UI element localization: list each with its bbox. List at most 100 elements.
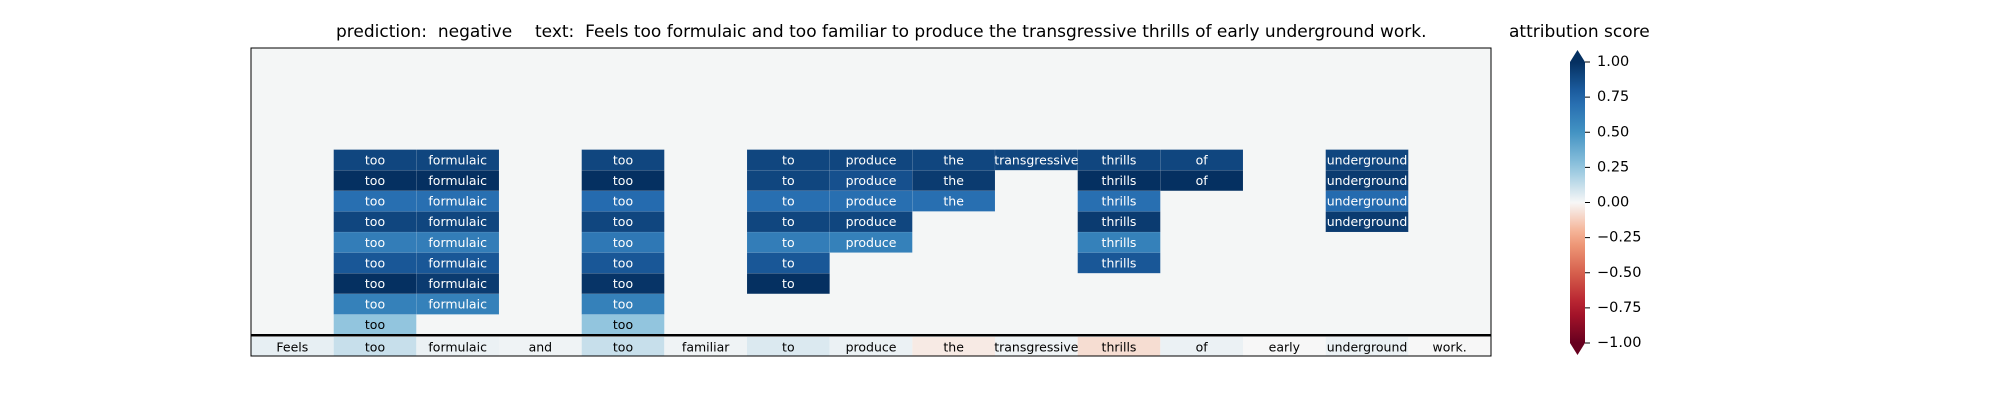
baseline-frame (250, 335, 1492, 357)
heatmap-cell-label: to (782, 152, 795, 167)
heatmap-cell-label: underground (1327, 173, 1408, 188)
heatmap-cell-label: produce (846, 214, 897, 229)
colorbar-tick-label: 0.75 (1597, 89, 1629, 105)
heatmap-cell-label: too (365, 276, 385, 291)
heatmap-cell (581, 149, 665, 171)
heatmap-cell-label: too (365, 152, 385, 167)
baseline-cell (829, 337, 913, 356)
baseline-cell (1408, 337, 1491, 356)
heatmap-cell-label: produce (846, 173, 897, 188)
heatmap-cell-label: too (613, 317, 633, 332)
heatmap-cell-label: too (365, 317, 385, 332)
heatmap-cell-label: produce (846, 152, 897, 167)
heatmap-cell-label: thrills (1102, 194, 1137, 209)
heatmap-cell-label: thrills (1102, 235, 1137, 250)
baseline-cell (1077, 337, 1161, 356)
colorbar-tick-label: −0.75 (1597, 300, 1641, 316)
baseline-cell (1325, 337, 1409, 356)
baseline-token-label: too (613, 340, 633, 355)
heatmap-cell-label: to (782, 173, 795, 188)
heatmap-cell-label: to (782, 194, 795, 209)
baseline-token-label: and (529, 340, 553, 355)
heatmap-cell-label: too (365, 255, 385, 270)
heatmap-cell-label: underground (1327, 214, 1408, 229)
baseline-token-label: thrills (1102, 340, 1137, 355)
heatmap-cell-label: to (782, 276, 795, 291)
prediction-value: negative (437, 22, 513, 42)
baseline-cell (1160, 337, 1243, 356)
baseline-token-label: Feels (276, 340, 308, 355)
heatmap-cell-label: formulaic (428, 235, 487, 250)
baseline-token-label: underground (1327, 340, 1408, 355)
heatmap-cell-label: thrills (1102, 214, 1137, 229)
heatmap-cell-label: formulaic (428, 255, 487, 270)
heatmap-cell-label: transgressive (994, 152, 1079, 167)
baseline-token-label: to (782, 340, 795, 355)
heatmap-cell-label: to (782, 235, 795, 250)
colorbar-tick-label: −0.25 (1597, 230, 1641, 246)
heatmap-cell (1160, 149, 1244, 171)
baseline-token-label: too (365, 340, 385, 355)
baseline-token-label: familiar (682, 340, 730, 355)
baseline-cell (499, 337, 582, 356)
heatmap-cell-label: the (943, 173, 964, 188)
heatmap-cell-label: thrills (1102, 255, 1137, 270)
heatmap-cell-label: too (613, 152, 633, 167)
heatmap-cell (1077, 149, 1161, 171)
colorbar (1570, 62, 1585, 343)
text-value: Feels too formulaic and too familiar to … (585, 22, 1427, 42)
baseline-token-label: of (1196, 340, 1209, 355)
text-label: text: (535, 22, 575, 42)
colorbar-tick-label: 0.50 (1597, 124, 1629, 140)
baseline-cell (581, 337, 665, 356)
baseline-cell (251, 337, 334, 356)
heatmap-cell-label: produce (846, 235, 897, 250)
heatmap-cell-label: underground (1327, 194, 1408, 209)
heatmap-cell-label: too (365, 173, 385, 188)
heatmap-cell-label: too (613, 173, 633, 188)
colorbar-tick-label: −1.00 (1597, 335, 1641, 351)
heatmap-cell-label: formulaic (428, 173, 487, 188)
baseline-token-label: produce (846, 340, 897, 355)
heatmap-cell-label: to (782, 214, 795, 229)
heatmap-cell-label: the (943, 194, 964, 209)
colorbar-extend-bottom (1570, 343, 1585, 355)
heatmap-cell-label: formulaic (428, 194, 487, 209)
baseline-cell (912, 337, 995, 356)
colorbar-title: attribution score (1509, 22, 1650, 42)
heatmap-cell-label: the (943, 152, 964, 167)
text-title: text: Feels too formulaic and too famili… (535, 22, 1427, 42)
prediction-title: prediction: negative (336, 22, 512, 42)
baseline-cell (664, 337, 747, 356)
colorbar-extend-top (1570, 50, 1585, 62)
heatmap-cell-label: underground (1327, 152, 1408, 167)
baseline-token-label: work. (1433, 340, 1467, 355)
heatmap-cell-label: of (1196, 173, 1209, 188)
colorbar-tick-label: 1.00 (1597, 54, 1629, 70)
heatmap-cell-label: to (782, 255, 795, 270)
heatmap-cell (416, 149, 500, 171)
baseline-token-label: early (1269, 340, 1301, 355)
heatmap-cell-label: formulaic (428, 214, 487, 229)
heatmap-cell-label: thrills (1102, 152, 1137, 167)
heatmap-cell-label: thrills (1102, 173, 1137, 188)
heatmap-cell-label: too (613, 297, 633, 312)
heatmap-cell-label: too (613, 194, 633, 209)
heatmap-cell-label: too (365, 194, 385, 209)
heatmap-cell-label: too (613, 276, 633, 291)
heatmap-cell-label: produce (846, 194, 897, 209)
heatmap-cell-label: too (365, 214, 385, 229)
baseline-cell (1243, 337, 1326, 356)
heatmap-cell-label: too (613, 235, 633, 250)
heatmap-cell-label: too (365, 297, 385, 312)
baseline-token-label: formulaic (428, 340, 487, 355)
colorbar-tick-label: 0.25 (1597, 159, 1629, 175)
heatmap-cell-label: formulaic (428, 297, 487, 312)
heatmap-cell-label: of (1196, 152, 1209, 167)
baseline-token-label: the (943, 340, 964, 355)
heatmap-cell-label: too (613, 255, 633, 270)
baseline-cell (333, 337, 417, 356)
prediction-label: prediction: (336, 22, 428, 42)
heatmap-cell-label: too (613, 214, 633, 229)
